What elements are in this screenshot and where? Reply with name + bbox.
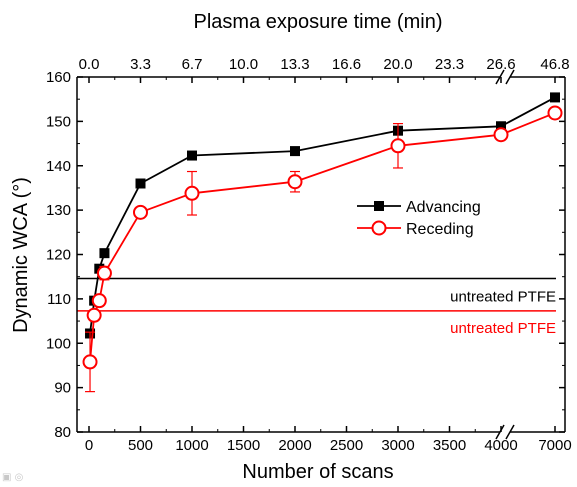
y-tick-label: 140: [46, 158, 71, 175]
x-tick-label: 500: [128, 437, 153, 454]
comment-icon: ◎: [14, 472, 24, 483]
data-point-square: [187, 150, 197, 161]
x2-tick-label: 20.0: [383, 56, 412, 73]
data-point-square: [496, 121, 506, 132]
x2-tick-label: 6.7: [182, 56, 203, 73]
series-layer: [82, 92, 563, 393]
image-icon: ▣: [2, 472, 12, 483]
reference-line-label: untreated PTFE: [450, 320, 556, 337]
x2-tick-label: 46.8: [540, 56, 569, 73]
x-tick-label: 0: [85, 437, 93, 454]
x2-tick-label: 23.3: [435, 56, 464, 73]
x-tick-label: 3500: [433, 437, 466, 454]
legend-marker-square: [374, 201, 384, 211]
y-tick-label: 110: [47, 291, 71, 308]
x-tick-label: 4000: [484, 437, 517, 454]
x-tick-label: 3000: [381, 437, 414, 454]
y-tick-label: 100: [46, 335, 71, 352]
x2-axis-break-mark: [505, 69, 515, 85]
data-point-square: [290, 146, 300, 157]
y-tick-label: 150: [46, 113, 71, 130]
data-point-square: [135, 178, 146, 189]
data-point-circle: [547, 105, 563, 121]
x-tick-label: 1000: [175, 437, 208, 454]
legend: Advancing Receding: [357, 199, 481, 238]
x-axis-break-mark: [505, 424, 515, 440]
series-receding: [82, 105, 563, 393]
legend-marker-circle: [371, 220, 387, 236]
x2-tick-label: 3.3: [130, 56, 151, 73]
legend-label: Receding: [406, 221, 474, 238]
x-tick-label: 2000: [278, 437, 311, 454]
data-point-circle: [493, 127, 509, 143]
y-tick-label: 160: [46, 69, 71, 86]
series-line: [89, 96, 556, 334]
x2-tick-label: 16.6: [332, 56, 361, 73]
y-tick-label: 80: [54, 424, 71, 441]
reference-line-label: untreated PTFE: [450, 288, 556, 305]
data-point-circle: [390, 138, 406, 154]
data-point-circle: [82, 354, 98, 370]
corner-icons: ▣ ◎: [2, 472, 23, 483]
x2-tick-label: 0.0: [79, 56, 100, 73]
data-point-square: [550, 92, 560, 103]
series-line: [89, 112, 556, 362]
x-axis-break-mark: [495, 424, 505, 440]
y-tick-label: 90: [54, 380, 71, 397]
x2-axis-title: Plasma exposure time (min): [194, 11, 443, 33]
reference-lines: untreated PTFE untreated PTFE: [77, 277, 556, 337]
data-point-circle: [287, 174, 303, 190]
x-tick-label: 2500: [330, 437, 363, 454]
data-point-circle: [133, 204, 148, 220]
x2-axis-break-mark: [495, 69, 505, 85]
x2-tick-label: 13.3: [280, 56, 309, 73]
axes: 80 90 100 110 120 130 140 150 160 0 0.0 500 3.3 1000 6…: [46, 56, 572, 454]
data-point-circle: [86, 307, 102, 323]
y-tick-label: 130: [46, 202, 71, 219]
x-tick-label: 1500: [227, 437, 260, 454]
data-point-square: [99, 248, 110, 259]
x-axis-title: Number of scans: [242, 461, 393, 483]
legend-label: Advancing: [406, 199, 481, 216]
data-point-circle: [184, 185, 200, 201]
y-tick-label: 120: [46, 247, 71, 264]
data-point-circle: [96, 265, 112, 281]
y-axis-title: Dynamic WCA (°): [10, 177, 32, 333]
x2-tick-label: 26.6: [486, 56, 515, 73]
x-tick-label: 7000: [538, 437, 571, 454]
x2-tick-label: 10.0: [229, 56, 258, 73]
data-point-circle: [91, 293, 107, 309]
